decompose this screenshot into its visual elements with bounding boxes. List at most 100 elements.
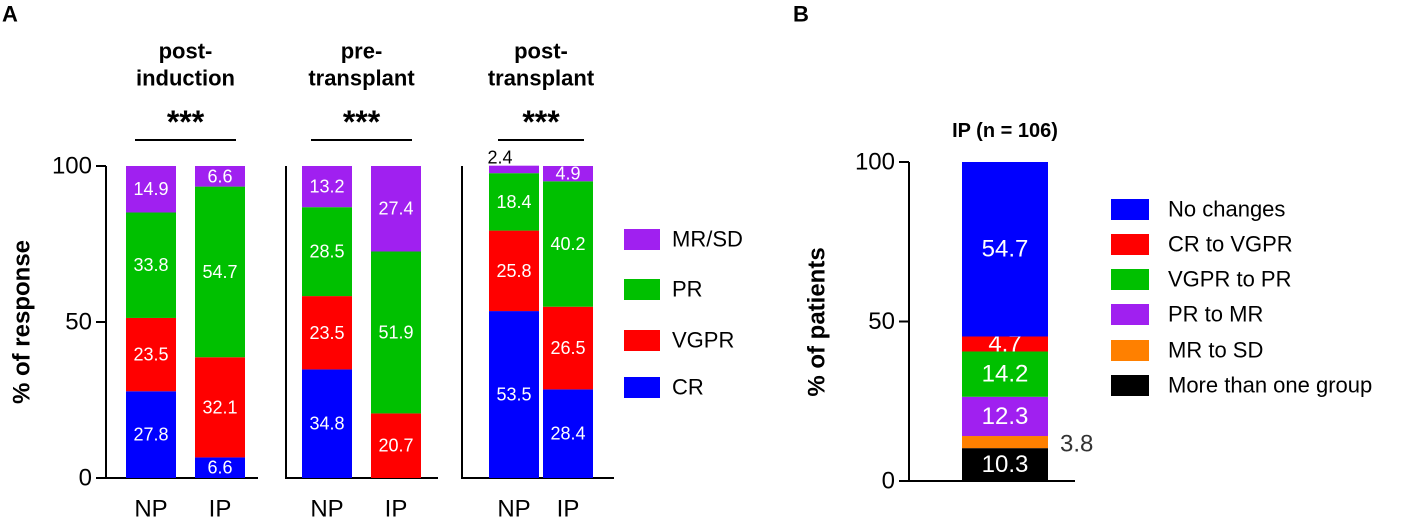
bar-segment-pr xyxy=(302,207,352,297)
bar-segment-pr-to-mr xyxy=(962,396,1048,437)
data-label: 3.8 xyxy=(1060,431,1093,458)
significance-stars: *** xyxy=(167,104,205,140)
legend-swatch xyxy=(624,229,660,250)
bar-segment-vgpr-to-pr xyxy=(962,351,1048,397)
legend-label: PR to MR xyxy=(1168,302,1263,327)
group-title-line2: transplant xyxy=(308,66,415,91)
data-label: 6.6 xyxy=(207,458,232,478)
y-tick-label: 100 xyxy=(855,149,895,176)
group-title-line2: induction xyxy=(136,66,235,91)
data-label: 2.4 xyxy=(487,148,512,168)
bar-segment-mr-sd xyxy=(371,166,421,252)
bar-segment-mr-sd xyxy=(195,166,245,187)
bar-segment-pr xyxy=(489,173,539,231)
bar-segment-mr-sd xyxy=(302,166,352,208)
data-label: 28.4 xyxy=(550,424,585,444)
y-axis-label: % of response xyxy=(9,240,36,404)
panel-a-letter: A xyxy=(2,2,18,27)
legend-swatch xyxy=(1111,234,1149,255)
x-tick-label: IP xyxy=(209,496,232,523)
data-label: 13.2 xyxy=(309,177,344,197)
data-label: 53.5 xyxy=(496,385,531,405)
bar-segment-cr xyxy=(302,369,352,478)
legend-label: More than one group xyxy=(1168,373,1372,398)
data-label: 14.2 xyxy=(982,361,1029,388)
bar-segment-pr xyxy=(126,212,176,318)
x-tick-label: NP xyxy=(134,496,167,523)
data-label: 25.8 xyxy=(496,261,531,281)
y-axis-label: % of patients xyxy=(804,247,831,396)
legend-swatch xyxy=(1111,199,1149,220)
bar-segment-vgpr xyxy=(489,230,539,312)
bar-segment-pr xyxy=(195,186,245,358)
legend-swatch xyxy=(624,279,660,300)
data-label: 54.7 xyxy=(202,262,237,282)
data-label: 26.5 xyxy=(550,338,585,358)
legend-label: MR/SD xyxy=(672,227,743,252)
legend-swatch xyxy=(1111,304,1149,325)
data-label: 10.3 xyxy=(982,451,1029,478)
x-tick-label: NP xyxy=(310,496,343,523)
legend-label: MR to SD xyxy=(1168,338,1263,363)
bar-segment-cr xyxy=(195,457,245,478)
bar-segment-vgpr xyxy=(302,296,352,370)
group-title-line1: pre- xyxy=(341,39,383,64)
legend-label: CR xyxy=(672,375,704,400)
legend-label: No changes xyxy=(1168,197,1285,222)
legend-swatch xyxy=(1111,375,1149,396)
legend-label: PR xyxy=(672,277,703,302)
bar-segment-vgpr xyxy=(195,357,245,458)
data-label: 6.6 xyxy=(207,166,232,186)
data-label: 23.5 xyxy=(133,345,168,365)
x-tick-label: IP xyxy=(385,496,408,523)
data-label: 14.9 xyxy=(133,179,168,199)
legend-label: VGPR xyxy=(672,328,734,353)
data-label: 34.8 xyxy=(309,414,344,434)
data-label: 27.8 xyxy=(133,425,168,445)
group-title-line1: post- xyxy=(514,39,568,64)
bar-segment-cr-to-vgpr xyxy=(962,336,1048,352)
data-label: 54.7 xyxy=(982,236,1029,263)
data-label: 32.1 xyxy=(202,397,237,417)
panel-b-title: IP (n = 106) xyxy=(952,120,1058,142)
bar-segment-more-than-one xyxy=(962,448,1048,481)
legend-swatch xyxy=(624,330,660,351)
legend-swatch xyxy=(1111,340,1149,361)
panel-b: B IP (n = 106) % of patients 0 50 100 10.3 3.8 1… xyxy=(793,2,1372,495)
bar-segment-pr xyxy=(371,251,421,414)
y-tick-label: 0 xyxy=(79,465,92,492)
group-title-line2: transplant xyxy=(488,66,595,91)
bar-segment-cr xyxy=(126,391,176,478)
legend-swatch xyxy=(1111,269,1149,290)
data-label: 4.9 xyxy=(555,164,580,184)
legend-label: CR to VGPR xyxy=(1168,232,1293,257)
bar-segment-vgpr xyxy=(543,306,593,390)
data-label: 51.9 xyxy=(378,322,413,342)
legend-label: VGPR to PR xyxy=(1168,267,1291,292)
bar-segment-mr-to-sd xyxy=(962,436,1048,449)
data-label: 28.5 xyxy=(309,242,344,262)
bar-segment-mr-sd xyxy=(126,166,176,213)
group-title-line1: post- xyxy=(159,39,213,64)
data-label: 12.3 xyxy=(982,403,1029,430)
x-tick-label: NP xyxy=(497,496,530,523)
data-label: 18.4 xyxy=(496,192,531,212)
panel-b-letter: B xyxy=(793,2,809,27)
bar-segment-mr-sd xyxy=(489,165,539,174)
bar-segment-mr-sd xyxy=(543,166,593,182)
data-label: 40.2 xyxy=(550,234,585,254)
significance-stars: *** xyxy=(522,104,560,140)
y-tick-label: 0 xyxy=(882,468,895,495)
legend-swatch xyxy=(624,377,660,398)
data-label: 33.8 xyxy=(133,255,168,275)
y-tick-label: 100 xyxy=(52,153,92,180)
data-label: 20.7 xyxy=(378,436,413,456)
bar-segment-cr xyxy=(489,311,539,478)
y-tick-label: 50 xyxy=(868,308,895,335)
significance-stars: *** xyxy=(343,104,381,140)
data-label: 23.5 xyxy=(309,323,344,343)
panel-a: A % of response 0 50 100 post-induction *** 27.… xyxy=(2,2,743,523)
bar-segment-cr xyxy=(543,389,593,478)
y-tick-label: 50 xyxy=(65,309,92,336)
data-label: 27.4 xyxy=(378,199,413,219)
